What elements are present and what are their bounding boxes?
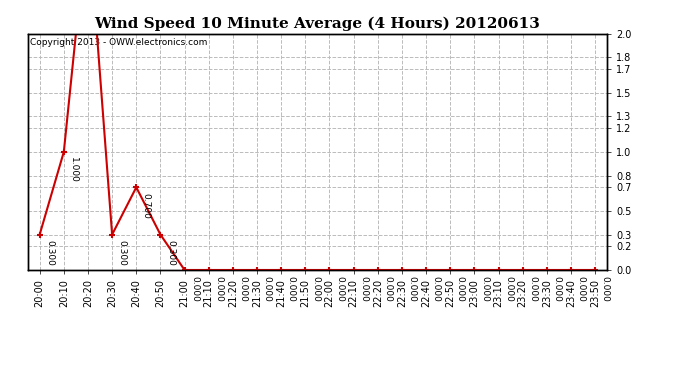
- Text: 0.000: 0.000: [287, 276, 296, 302]
- Text: 3.000: 3.000: [0, 374, 1, 375]
- Text: 0.300: 0.300: [118, 240, 127, 266]
- Text: 0.000: 0.000: [480, 276, 489, 302]
- Text: 0.000: 0.000: [384, 276, 393, 302]
- Text: 0.000: 0.000: [335, 276, 344, 302]
- Text: 0.000: 0.000: [311, 276, 320, 302]
- Text: 0.300: 0.300: [46, 240, 55, 266]
- Text: Copyright 2013 - OWW.electronics.com: Copyright 2013 - OWW.electronics.com: [30, 39, 208, 48]
- Text: 0.000: 0.000: [577, 276, 586, 302]
- Text: 0.000: 0.000: [601, 276, 610, 302]
- Text: 0.000: 0.000: [263, 276, 272, 302]
- Text: 0.000: 0.000: [359, 276, 368, 302]
- Text: 0.000: 0.000: [456, 276, 465, 302]
- Text: 0.000: 0.000: [432, 276, 441, 302]
- Text: 0.000: 0.000: [529, 276, 538, 302]
- Text: 0.000: 0.000: [190, 276, 199, 302]
- Text: 0.700: 0.700: [142, 193, 151, 219]
- Text: 1.000: 1.000: [70, 158, 79, 183]
- Text: 0.000: 0.000: [408, 276, 417, 302]
- Text: 0.000: 0.000: [215, 276, 224, 302]
- Title: Wind Speed 10 Minute Average (4 Hours) 20120613: Wind Speed 10 Minute Average (4 Hours) 2…: [95, 17, 540, 31]
- Text: 0.000: 0.000: [504, 276, 513, 302]
- Text: 0.300: 0.300: [166, 240, 175, 266]
- Text: 0.000: 0.000: [239, 276, 248, 302]
- Text: 0.000: 0.000: [553, 276, 562, 302]
